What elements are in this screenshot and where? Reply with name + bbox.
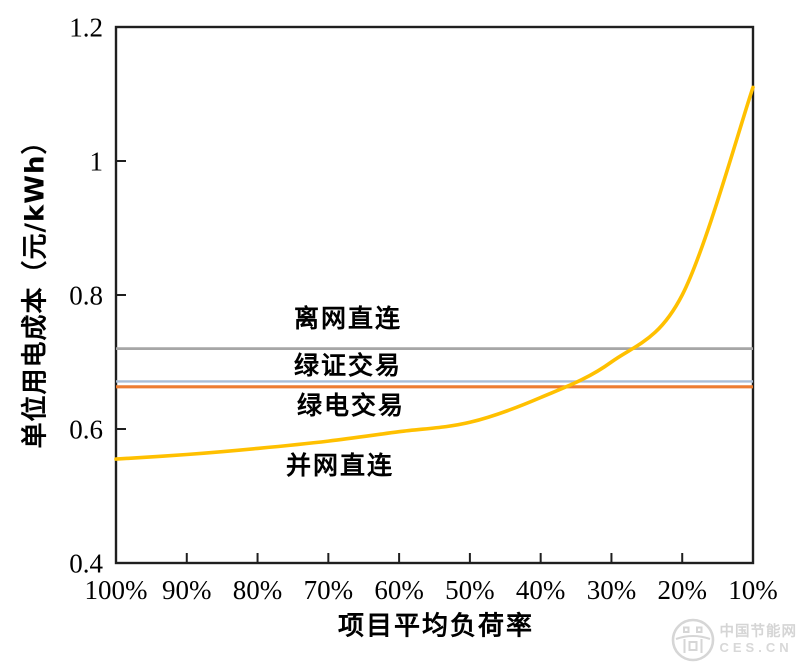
x-tick-label: 90% <box>162 575 212 605</box>
x-tick-label: 40% <box>516 575 566 605</box>
series-label: 离网直连 <box>293 304 403 333</box>
series-label: 绿电交易 <box>296 391 406 420</box>
x-axis-title: 项目平均负荷率 <box>337 611 535 642</box>
plot-border <box>114 25 755 565</box>
x-tick-label: 60% <box>374 575 424 605</box>
x-tick-label: 100% <box>85 575 148 605</box>
x-tick-label: 50% <box>445 575 495 605</box>
series-curve-grid-direct <box>114 85 755 461</box>
x-tick-label: 10% <box>728 575 778 605</box>
x-tick-label: 80% <box>233 575 283 605</box>
y-tick-label: 1 <box>90 147 104 177</box>
x-tick-label: 70% <box>304 575 354 605</box>
watermark-logo <box>671 618 714 662</box>
y-axis-title: 单位用电成本（元/kWh） <box>20 127 51 449</box>
watermark-text-en: CES.CN <box>719 639 793 655</box>
series-label: 并网直连 <box>285 451 395 480</box>
watermark-text-cn: 中国节能网 <box>719 623 797 640</box>
watermark: 中国节能网 CES.CN <box>670 617 798 663</box>
y-tick-label: 0.6 <box>69 415 103 445</box>
series-label: 绿证交易 <box>293 351 403 380</box>
x-tick-label: 30% <box>587 575 637 605</box>
x-tick-label: 20% <box>657 575 707 605</box>
y-tick-label: 1.2 <box>69 13 103 43</box>
y-tick-label: 0.8 <box>69 281 103 311</box>
y-tick-label: 0.4 <box>69 549 103 579</box>
